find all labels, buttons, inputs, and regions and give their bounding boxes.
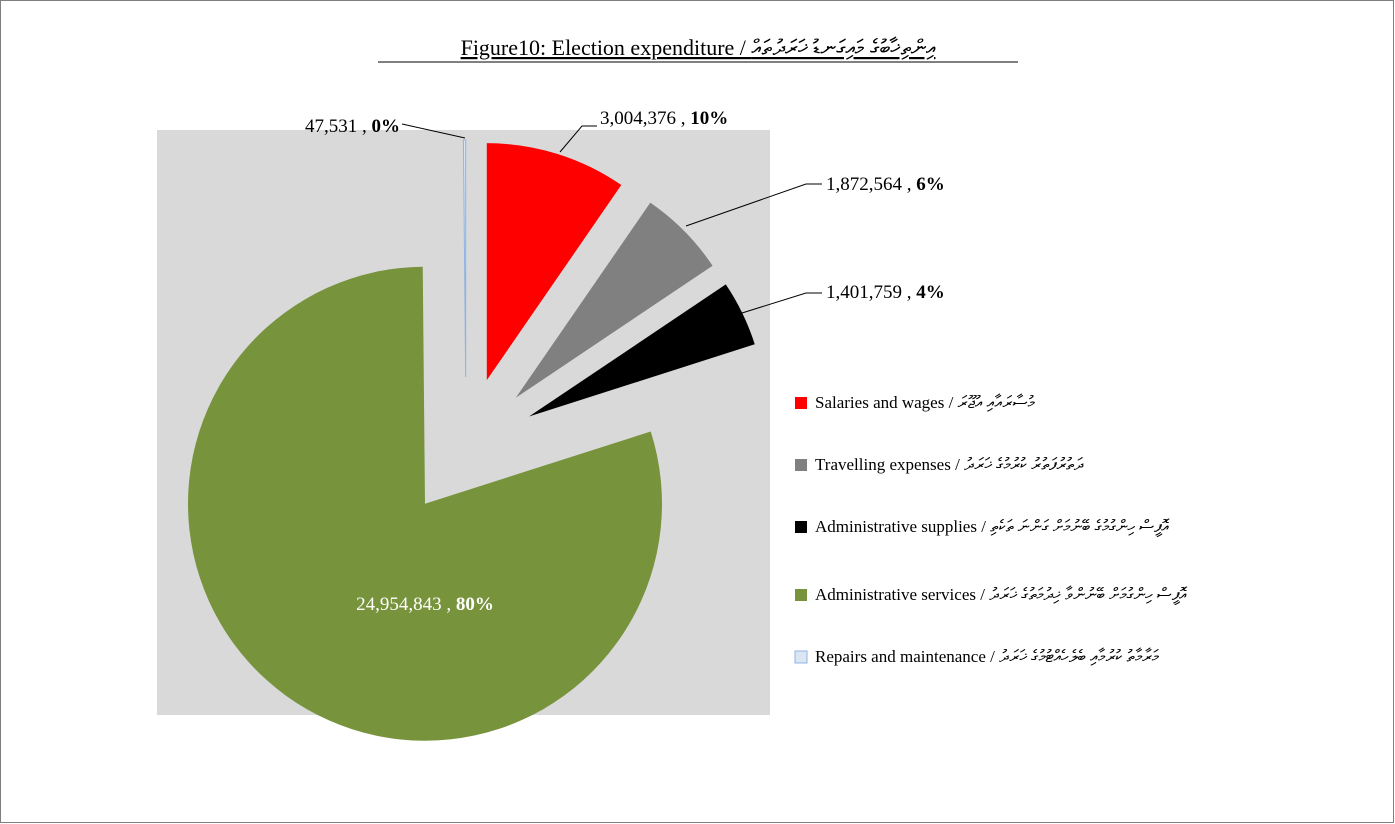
legend-label: Administrative supplies / އޮފީސް ހިންގުމ… xyxy=(815,517,1170,537)
pie-slice xyxy=(462,139,467,378)
data-label-separator: , xyxy=(676,108,690,129)
data-label-percent: 0% xyxy=(372,116,401,137)
data-label-separator: , xyxy=(902,174,916,195)
data-label-separator: , xyxy=(442,594,456,615)
data-label-value: 1,872,564 xyxy=(826,174,903,195)
data-label: 24,954,843 , 80% xyxy=(356,594,494,615)
leader-line xyxy=(559,125,597,153)
pie-slice xyxy=(529,284,755,417)
legend-label: Salaries and wages / މުސާރައާއި އުޖޫރަ xyxy=(815,393,1036,412)
data-label-value: 24,954,843 xyxy=(356,594,442,615)
data-label-percent: 6% xyxy=(916,174,945,195)
data-label: 1,401,759 , 4% xyxy=(826,282,945,303)
data-label-percent: 10% xyxy=(690,108,728,129)
pie-slice xyxy=(486,143,622,381)
legend-swatch xyxy=(794,650,808,664)
legend-label: Travelling expenses / ދަތުރުފަތުރު ކުރުމ… xyxy=(815,455,1084,474)
legend-swatch xyxy=(795,589,807,601)
leader-line xyxy=(401,123,466,139)
pie-slice xyxy=(515,202,713,398)
data-label: 1,872,564 , 6% xyxy=(826,174,945,195)
data-label-percent: 4% xyxy=(916,282,945,303)
data-label-value: 47,531 xyxy=(305,116,357,137)
data-label-value: 3,004,376 xyxy=(600,108,676,129)
legend-swatch xyxy=(795,459,807,471)
data-label-percent: 80% xyxy=(456,594,494,615)
data-label-separator: , xyxy=(357,116,371,137)
legend-swatch xyxy=(795,397,807,409)
data-label: 47,531 , 0% xyxy=(305,116,400,137)
legend-swatch xyxy=(795,521,807,533)
leader-line xyxy=(725,292,822,319)
legend-label: Administrative services / އޮފީސް ހިންގުމ… xyxy=(815,585,1188,605)
data-label-value: 1,401,759 xyxy=(826,282,902,303)
data-label-separator: , xyxy=(902,282,916,303)
legend-label: Repairs and maintenance / މަރާމާތު ކުރުމ… xyxy=(815,647,1160,666)
leader-line xyxy=(685,183,822,227)
data-label: 3,004,376 , 10% xyxy=(600,108,728,129)
pie-slice xyxy=(187,266,662,741)
chart-title: Figure10: Election expenditure / އިންތިޚ… xyxy=(461,35,936,60)
